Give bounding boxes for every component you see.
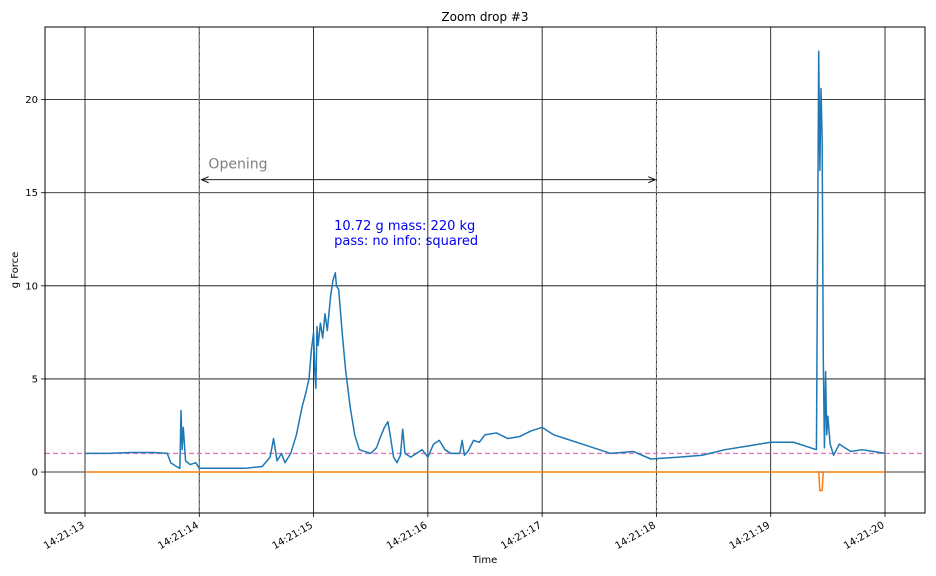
y-axis-label: g Force [10, 252, 21, 289]
y-tick-label: 20 [25, 95, 38, 106]
opening-label: Opening [208, 157, 267, 173]
result-info-text: 10.72 g mass: 220 kg [334, 219, 475, 234]
y-tick-label: 15 [25, 188, 38, 199]
x-axis-label: Time [472, 555, 497, 566]
y-tick-label: 0 [32, 468, 38, 479]
y-tick-label: 10 [25, 281, 38, 292]
chart-title: Zoom drop #3 [441, 10, 528, 24]
opening-arrow-head-right [648, 176, 657, 184]
vertical-marker-layer [198, 27, 658, 513]
plot-frame [44, 26, 926, 514]
y-axis-ticks: 0 5 10 15 20 [25, 95, 45, 479]
series-line-secondary [85, 471, 885, 492]
series-line-g-force [85, 50, 886, 470]
series-layer [85, 50, 886, 492]
result-info-text: pass: no info: squared [334, 234, 478, 249]
opening-arrow-head-left [200, 176, 209, 184]
y-tick-label: 5 [32, 374, 38, 385]
